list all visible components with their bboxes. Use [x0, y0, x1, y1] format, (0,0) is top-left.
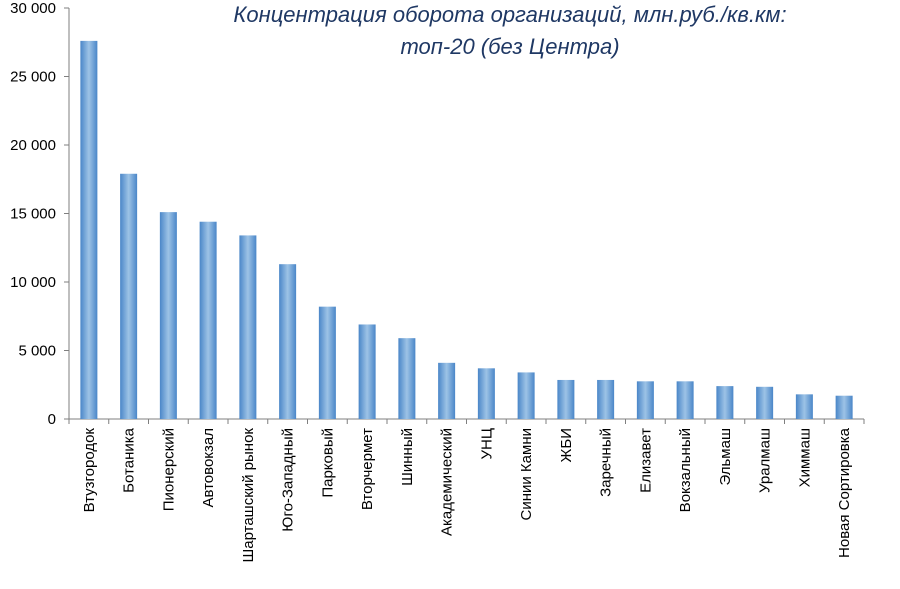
- y-tick-label: 0: [48, 411, 56, 428]
- bar: [756, 386, 774, 419]
- bar: [80, 40, 98, 419]
- bar: [716, 386, 734, 419]
- bar: [438, 362, 456, 419]
- y-tick-label: 5 000: [18, 343, 56, 360]
- x-tick-label: Эльмаш: [717, 428, 734, 486]
- x-tick-label: Уралмаш: [757, 428, 774, 493]
- x-tick-label: Вторчермет: [359, 428, 376, 510]
- y-tick-label: 30 000: [10, 0, 56, 17]
- x-tick-label: Пионерский: [160, 428, 177, 511]
- bar: [597, 379, 615, 419]
- x-tick-label: Парковый: [319, 428, 336, 498]
- x-tick-label: Синии Камни: [518, 428, 535, 520]
- x-tick-label: Автовокзал: [200, 428, 217, 508]
- bar: [795, 394, 813, 419]
- x-tick-label: Елизавет: [637, 428, 654, 493]
- y-tick-label: 20 000: [10, 137, 56, 154]
- y-tick-label: 15 000: [10, 206, 56, 223]
- bar: [279, 264, 297, 419]
- x-tick-label: Втузгородок: [81, 428, 98, 513]
- x-tick-label: Шарташский рынок: [240, 428, 257, 563]
- bar: [398, 338, 416, 419]
- bar: [557, 379, 575, 419]
- bar: [318, 306, 336, 419]
- x-tick-label: УНЦ: [478, 428, 495, 459]
- y-tick-label: 10 000: [10, 274, 56, 291]
- bar: [676, 381, 694, 419]
- x-tick-label: Шинный: [399, 428, 416, 486]
- bar: [477, 368, 495, 419]
- bar: [835, 395, 853, 419]
- x-tick-label: Заречный: [598, 428, 615, 497]
- x-tick-label: Вокзальный: [677, 428, 694, 512]
- x-tick-label: ЖБИ: [558, 428, 575, 462]
- bar: [636, 381, 654, 419]
- x-tick-label: Новая Сортировка: [836, 427, 853, 558]
- chart-subtitle: топ-20 (без Центра): [400, 34, 620, 59]
- bar: [358, 324, 376, 419]
- chart-title: Концентрация оборота организаций, млн.ру…: [233, 2, 787, 27]
- x-tick-label: Академический: [439, 428, 456, 536]
- bar: [199, 221, 217, 419]
- x-tick-label: Юго-Западный: [280, 428, 297, 532]
- bar: [517, 372, 535, 419]
- x-tick-label: Химмаш: [796, 428, 813, 487]
- bar: [239, 235, 257, 419]
- bar: [120, 173, 138, 419]
- y-tick-label: 25 000: [10, 69, 56, 86]
- x-tick-label: Ботаника: [121, 427, 138, 492]
- bar: [159, 212, 177, 419]
